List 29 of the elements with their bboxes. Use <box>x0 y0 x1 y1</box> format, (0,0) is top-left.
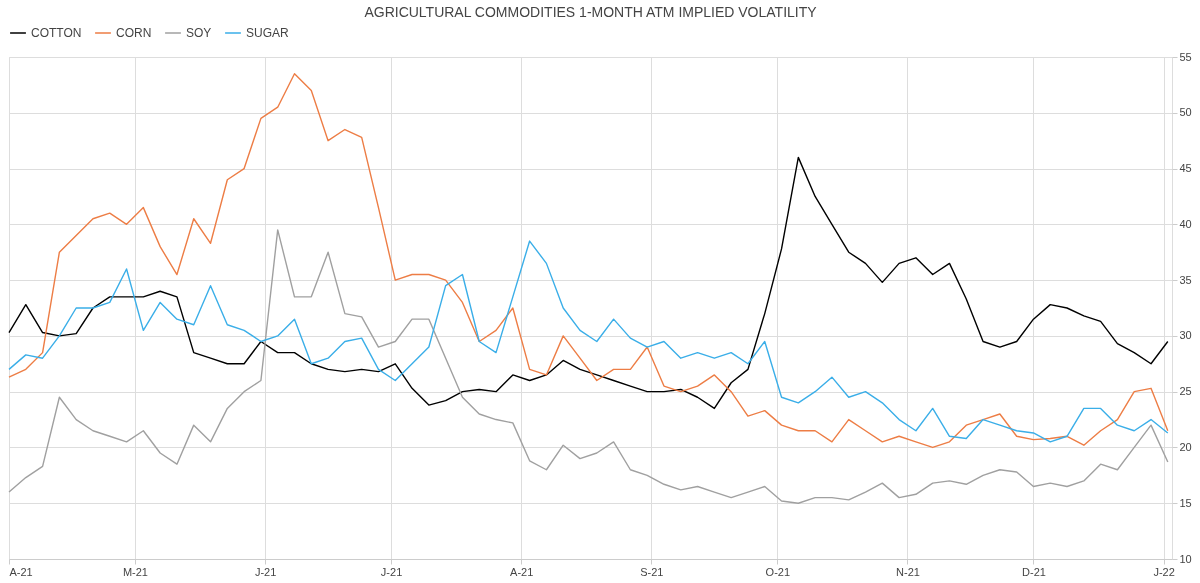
y-tick-label: 30 <box>1179 329 1192 342</box>
x-tick-label: J-21 <box>380 565 403 578</box>
x-tick-label: J-22 <box>1153 565 1175 578</box>
x-tick-label: S-21 <box>640 565 664 578</box>
line-series <box>8 73 1169 449</box>
x-tick-label: M-21 <box>122 565 148 578</box>
x-tick-label: O-21 <box>765 565 791 578</box>
x-tick-label: J-21 <box>254 565 277 578</box>
x-tick-label: A-21 <box>510 565 534 578</box>
y-tick-label: 40 <box>1179 217 1192 230</box>
x-tick-label: D-21 <box>1022 565 1046 578</box>
y-tick-label: 35 <box>1179 273 1192 286</box>
y-tick-label: 55 <box>1179 50 1192 63</box>
y-tick-label: 25 <box>1179 385 1192 398</box>
x-tick-label: N-21 <box>896 565 920 578</box>
legend-label: SOY <box>186 26 212 40</box>
y-tick-label: 20 <box>1179 440 1192 453</box>
x-tick-label: A-21 <box>9 565 33 578</box>
y-tick-label: 10 <box>1179 552 1192 565</box>
line-series <box>8 229 1169 504</box>
chart-title: AGRICULTURAL COMMODITIES 1-MONTH ATM IMPLIED VOLATILITY <box>364 4 818 20</box>
y-tick-label: 15 <box>1179 496 1192 509</box>
legend-label: COTTON <box>31 26 82 40</box>
legend-label: CORN <box>116 26 152 40</box>
line-series <box>8 240 1169 443</box>
line-series <box>8 156 1169 410</box>
y-tick-label: 50 <box>1179 106 1192 119</box>
y-tick-label: 45 <box>1179 162 1192 175</box>
legend-label: SUGAR <box>246 26 290 40</box>
